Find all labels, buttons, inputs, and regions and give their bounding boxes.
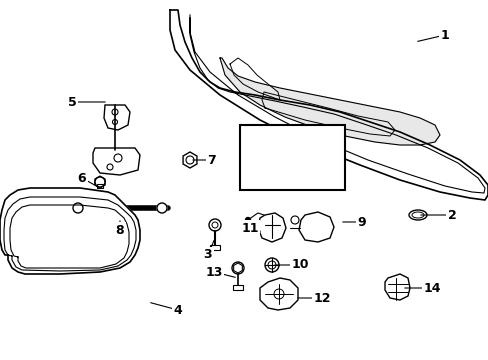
Text: 10: 10 [291,258,308,271]
Text: 6: 6 [78,171,86,185]
Circle shape [157,203,167,213]
Polygon shape [220,58,439,145]
Text: 13: 13 [205,266,222,279]
Text: 12: 12 [313,292,330,305]
Text: 7: 7 [207,153,216,166]
Text: 8: 8 [116,224,124,237]
Text: 11: 11 [241,221,258,234]
Circle shape [245,217,250,222]
Text: 5: 5 [67,95,76,108]
Polygon shape [170,10,487,200]
Text: 1: 1 [440,28,448,41]
Circle shape [73,203,83,213]
Text: 2: 2 [447,208,455,221]
Text: 9: 9 [357,216,366,229]
Bar [232,285,243,290]
Bar [240,125,345,190]
Polygon shape [0,188,140,274]
Text: 4: 4 [173,303,182,316]
Bar [97,184,103,188]
Bar [209,245,220,250]
Text: 14: 14 [423,282,440,294]
Text: 3: 3 [203,248,212,261]
